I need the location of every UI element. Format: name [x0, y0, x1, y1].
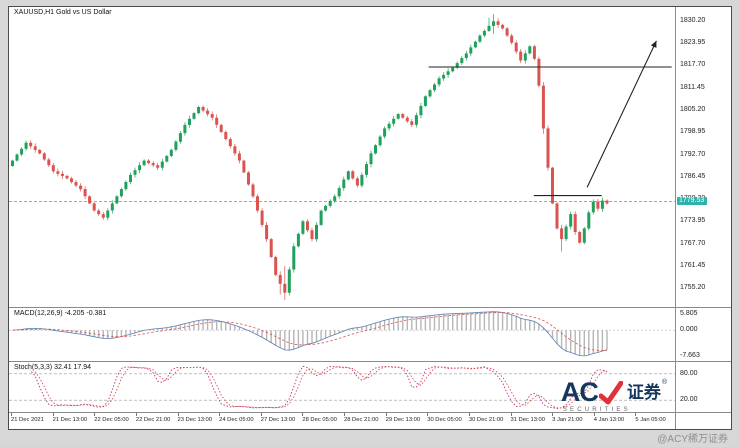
- time-axis-label: 30 Dec 05:00: [427, 417, 462, 423]
- acy-logo-subtext: SECURITIES: [562, 407, 631, 413]
- current-price-tag: 1779.53: [677, 196, 708, 205]
- time-tick: [52, 413, 54, 416]
- time-tick: [11, 413, 12, 416]
- time-axis-label: 4 Jan 13:00: [593, 417, 625, 423]
- registered-mark: ®: [661, 379, 667, 386]
- time-axis-label: 3 Jan 21:00: [552, 417, 583, 423]
- separator-macd-stoch[interactable]: [9, 361, 731, 362]
- price-axis-label: 1773.95: [680, 217, 706, 225]
- watermark: @ACY稀万证券: [657, 434, 728, 445]
- time-axis-label: 28 Dec 21:00: [344, 417, 379, 423]
- time-tick: [593, 413, 595, 416]
- stoch-axis-label: 80.00: [680, 369, 698, 377]
- price-axis-label: 1761.45: [680, 262, 706, 270]
- time-axis-label: 22 Dec 21:00: [135, 417, 171, 423]
- separator-main-macd[interactable]: [9, 307, 731, 308]
- time-tick: [385, 413, 387, 416]
- separator-stoch-time: [9, 412, 731, 413]
- time-axis-label: 21 Dec 13:00: [52, 417, 88, 423]
- price-axis-label: 1817.70: [680, 61, 706, 69]
- time-axis-label: 29 Dec 13:00: [385, 417, 421, 423]
- acy-logo-text: AC: [560, 377, 599, 407]
- time-axis-label: 23 Dec 13:00: [177, 417, 212, 423]
- time-tick: [552, 413, 554, 416]
- time-tick: [219, 413, 221, 416]
- macd-panel-canvas[interactable]: [9, 308, 675, 361]
- time-tick: [427, 413, 429, 416]
- stoch-panel-canvas[interactable]: [9, 362, 675, 412]
- macd-axis-label: 5.805: [680, 310, 698, 317]
- time-axis-label: 21 Dec 2021: [11, 417, 44, 423]
- price-axis-label: 1830.20: [680, 16, 706, 24]
- stoch-indicator-label: Stoch(5,3,3) 32.41 17.94: [12, 364, 94, 371]
- price-axis-label: 1798.95: [680, 128, 706, 136]
- time-tick: [135, 413, 137, 416]
- macd-indicator-label: MACD(12,26,9) -4.205 -0.381: [12, 310, 109, 317]
- price-axis-label: 1755.20: [680, 284, 706, 292]
- price-axis-label: 1805.20: [680, 105, 706, 113]
- price-axis-separator: [675, 7, 676, 429]
- macd-axis-label: 0.000: [680, 326, 698, 334]
- time-tick: [510, 413, 512, 416]
- time-tick: [260, 413, 262, 416]
- acy-logo-check-icon: [598, 380, 623, 404]
- time-axis-label: 30 Dec 21:00: [468, 417, 504, 423]
- time-tick: [177, 413, 179, 416]
- time-tick: [94, 413, 96, 416]
- chart-window: 1830.20 1823.95 1817.70 1811.45 1805.20 1798.…: [8, 6, 732, 430]
- macd-axis-label: -7.663: [680, 352, 700, 359]
- price-axis[interactable]: 1830.20 1823.95 1817.70 1811.45 1805.20 1798.…: [676, 7, 731, 429]
- price-chart-canvas[interactable]: [9, 7, 675, 307]
- time-axis-label: 28 Dec 05:00: [302, 417, 337, 423]
- price-axis-label: 1767.70: [680, 239, 706, 247]
- price-axis-label: 1811.45: [680, 83, 705, 91]
- time-tick: [468, 413, 470, 416]
- time-tick: [344, 413, 345, 416]
- price-axis-label: 1792.70: [680, 150, 706, 158]
- symbol-label: XAUUSD,H1 Gold vs US Dollar: [12, 9, 114, 16]
- price-axis-label: 1786.45: [680, 172, 706, 180]
- time-axis-label: 27 Dec 13:00: [260, 417, 296, 423]
- time-axis-label: 22 Dec 05:00: [94, 417, 129, 423]
- time-axis-label: 5 Jan 05:00: [635, 417, 666, 423]
- price-axis-label: 1823.95: [680, 38, 706, 46]
- time-tick: [302, 413, 304, 416]
- acy-logo: AC 证券 ® SECURITIES: [560, 377, 667, 414]
- time-tick: [635, 413, 637, 416]
- stoch-axis-label: 20.00: [680, 396, 698, 404]
- time-axis-label: 24 Dec 05:00: [219, 417, 254, 423]
- time-axis[interactable]: 21 Dec 2021 21 Dec 13:00 22 Dec 05:00 22 De…: [9, 413, 675, 429]
- time-axis-label: 31 Dec 13:00: [510, 417, 545, 423]
- acy-logo-cn-text: 证券: [626, 383, 661, 402]
